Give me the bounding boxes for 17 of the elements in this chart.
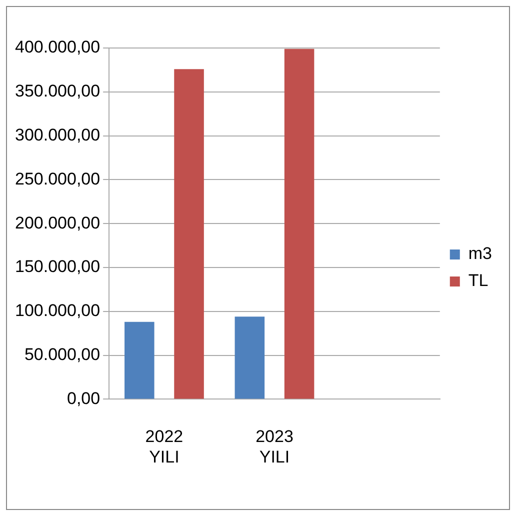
y-tick-label: 200.000,00 <box>14 213 100 232</box>
x-tick-label: 2022 YILI <box>145 427 184 466</box>
y-tick-label: 250.000,00 <box>14 169 100 188</box>
y-tick-label: 0,00 <box>66 388 100 408</box>
y-tick-label: 50.000,00 <box>24 344 100 364</box>
bar <box>234 316 265 399</box>
bar <box>124 322 154 399</box>
y-tick-label: 150.000,00 <box>14 257 100 276</box>
y-tick-label: 100.000,00 <box>14 301 100 320</box>
y-tick-label: 350.000,00 <box>14 82 100 101</box>
y-tick-label: 300.000,00 <box>14 125 100 144</box>
bar <box>174 69 204 399</box>
x-tick-label: 2023 YILI <box>256 427 294 466</box>
bar <box>284 48 314 399</box>
y-tick-label: 400.000,00 <box>14 38 100 57</box>
legend-label: TL <box>468 271 488 290</box>
legend-label: m3 <box>468 244 492 264</box>
